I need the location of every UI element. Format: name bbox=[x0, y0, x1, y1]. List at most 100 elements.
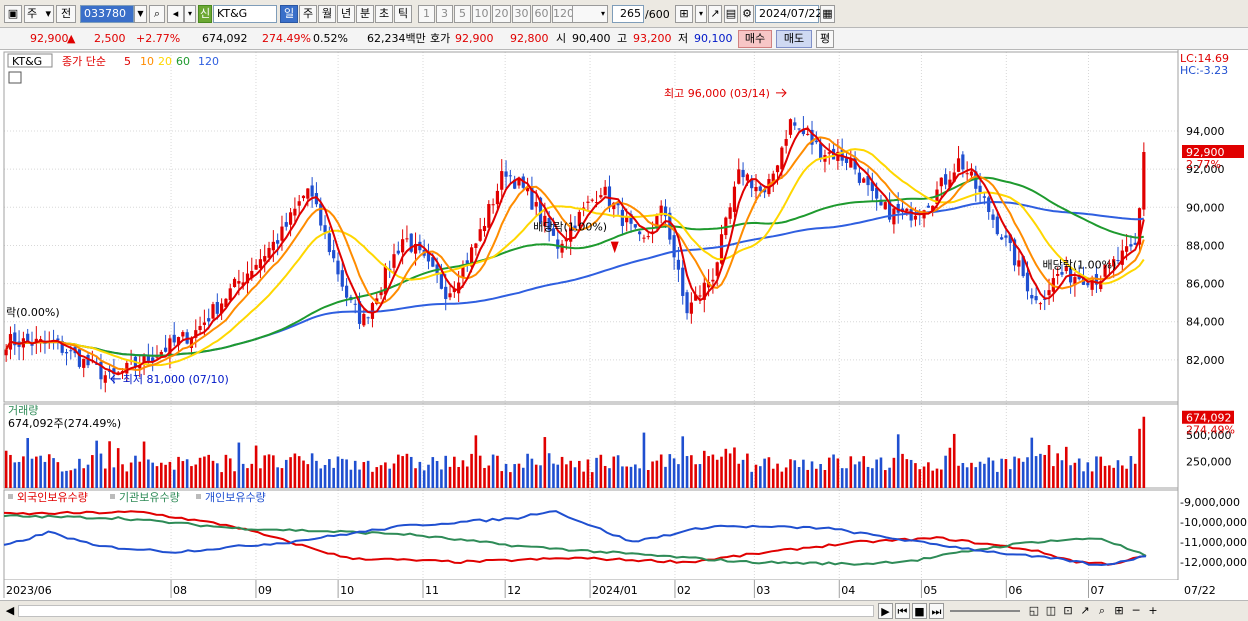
period-tab-1[interactable]: 주 bbox=[299, 5, 317, 23]
minute-button-120[interactable]: 120 bbox=[552, 5, 574, 23]
candle-body bbox=[263, 256, 267, 262]
volume-bar bbox=[810, 461, 814, 488]
minute-button-3[interactable]: 3 bbox=[436, 5, 453, 23]
volume-bar bbox=[328, 459, 331, 488]
volume-bar bbox=[720, 456, 723, 488]
playback-control-3[interactable]: ⏭ bbox=[929, 603, 944, 619]
playback-control-2[interactable]: ■ bbox=[912, 603, 927, 619]
gear-icon[interactable]: ⚙ bbox=[740, 5, 754, 23]
calendar-icon[interactable]: ▦ bbox=[820, 5, 835, 23]
period-tab-2[interactable]: 월 bbox=[318, 5, 336, 23]
week-dropdown[interactable]: 주 ▾ bbox=[24, 5, 54, 23]
volume-bar bbox=[259, 468, 262, 488]
status-tool-icon-2[interactable]: ⊡ bbox=[1063, 604, 1073, 617]
window-icon[interactable]: ▣ bbox=[4, 5, 22, 23]
volume-bar bbox=[159, 462, 163, 488]
stock-code-input[interactable]: 033780 bbox=[80, 5, 134, 23]
volume-bar bbox=[754, 464, 758, 488]
minute-button-30[interactable]: 30 bbox=[512, 5, 531, 23]
sound-icon[interactable]: ◂ bbox=[167, 5, 184, 23]
horizontal-scrollbar[interactable] bbox=[18, 605, 874, 617]
volume-bar bbox=[349, 469, 353, 488]
volume-bar bbox=[612, 456, 616, 488]
status-tool-icon-4[interactable]: ⌕ bbox=[1098, 604, 1106, 617]
sound-dropdown-icon[interactable]: ▾ bbox=[184, 5, 196, 23]
volume-bar bbox=[168, 461, 172, 488]
status-tool-icon-3[interactable]: ↗ bbox=[1080, 604, 1090, 617]
candle-body bbox=[198, 326, 202, 331]
candle-body bbox=[254, 264, 258, 270]
candle-body bbox=[1129, 244, 1133, 247]
period-tab-4[interactable]: 분 bbox=[356, 5, 374, 23]
volume-bar bbox=[677, 464, 680, 488]
period-tab-5[interactable]: 초 bbox=[375, 5, 393, 23]
search-icon[interactable]: ⌕ bbox=[149, 5, 165, 23]
volume-bar bbox=[599, 454, 603, 488]
playback-control-1[interactable]: ⏮ bbox=[895, 603, 910, 619]
minute-button-20[interactable]: 20 bbox=[492, 5, 511, 23]
period-tab-3[interactable]: 년 bbox=[337, 5, 355, 23]
volume-bar bbox=[621, 466, 624, 488]
status-tool-icon-7[interactable]: + bbox=[1148, 604, 1158, 617]
count-input[interactable]: 265 bbox=[612, 5, 644, 23]
trade-amount: 62,234백만 bbox=[367, 32, 426, 45]
grid-toggle-icon[interactable] bbox=[8, 71, 22, 84]
candle-body bbox=[530, 186, 534, 210]
zoom-slider[interactable] bbox=[950, 610, 1020, 612]
volume-bar bbox=[73, 468, 77, 488]
volume-bar bbox=[875, 459, 878, 488]
stock-name-field[interactable]: KT&G bbox=[213, 5, 277, 23]
status-tool-icon-1[interactable]: ◫ bbox=[1045, 604, 1057, 617]
indicator-icon[interactable]: ⊞ bbox=[675, 5, 693, 23]
scroll-left-icon[interactable]: ◀ bbox=[5, 604, 15, 617]
minute-button-1[interactable]: 1 bbox=[418, 5, 435, 23]
interval-dropdown[interactable]: ▾ bbox=[572, 5, 608, 23]
playback-control-0[interactable]: ▶ bbox=[878, 603, 893, 619]
volume-bar bbox=[866, 466, 870, 488]
minute-button-5[interactable]: 5 bbox=[454, 5, 471, 23]
stock-chart[interactable]: 94,000 92,000 90,000 88,000 86,000 84,000 82,0… bbox=[0, 50, 1248, 600]
status-tool-icon-6[interactable]: ─ bbox=[1132, 604, 1140, 617]
volume-bar bbox=[216, 463, 219, 488]
volume-bar bbox=[883, 470, 887, 488]
candle-body bbox=[646, 236, 650, 238]
eval-button[interactable]: 평 bbox=[816, 30, 834, 48]
period-tab-0[interactable]: 일 bbox=[280, 5, 298, 23]
candle-body bbox=[836, 151, 840, 161]
candle-body bbox=[439, 273, 444, 289]
volume-bar bbox=[728, 453, 732, 488]
volume-bar bbox=[1034, 456, 1038, 488]
minute-button-10[interactable]: 10 bbox=[472, 5, 491, 23]
candle-body bbox=[202, 322, 206, 325]
volume-bar bbox=[509, 472, 512, 488]
code-dropdown-icon[interactable]: ▼ bbox=[134, 5, 147, 23]
candle-body bbox=[629, 214, 633, 224]
candle-body bbox=[689, 302, 693, 314]
status-tool-icon-0[interactable]: ◱ bbox=[1028, 604, 1040, 617]
period-tab-6[interactable]: 틱 bbox=[394, 5, 412, 23]
chart-line-icon[interactable]: ↗ bbox=[708, 5, 722, 23]
volume-bar bbox=[397, 454, 400, 488]
minute-button-60[interactable]: 60 bbox=[532, 5, 551, 23]
volume-bar bbox=[164, 464, 167, 488]
save-icon[interactable]: ▤ bbox=[724, 5, 738, 23]
status-tool-icon-5[interactable]: ⊞ bbox=[1114, 604, 1124, 617]
candle-body bbox=[474, 243, 478, 248]
buy-button[interactable]: 매수 bbox=[738, 30, 772, 48]
volume-bar bbox=[379, 465, 383, 488]
volume-bar bbox=[1108, 465, 1111, 488]
candle-body bbox=[461, 264, 465, 278]
candle-body bbox=[345, 285, 349, 298]
sell-button[interactable]: 매도 bbox=[776, 30, 812, 48]
volume-bar bbox=[595, 457, 598, 488]
date-input[interactable]: 2024/07/22 bbox=[755, 5, 822, 23]
volume-bar bbox=[371, 471, 374, 488]
prev-button[interactable]: 전 bbox=[56, 5, 76, 23]
volume-bar bbox=[95, 440, 98, 488]
candle-body bbox=[232, 278, 237, 288]
candle-body bbox=[573, 225, 577, 230]
volume-bar bbox=[418, 461, 422, 488]
indicator-dropdown-icon[interactable]: ▾ bbox=[695, 5, 707, 23]
holdings-legend-swatch bbox=[110, 494, 115, 499]
holdings-legend-swatch bbox=[8, 494, 13, 499]
